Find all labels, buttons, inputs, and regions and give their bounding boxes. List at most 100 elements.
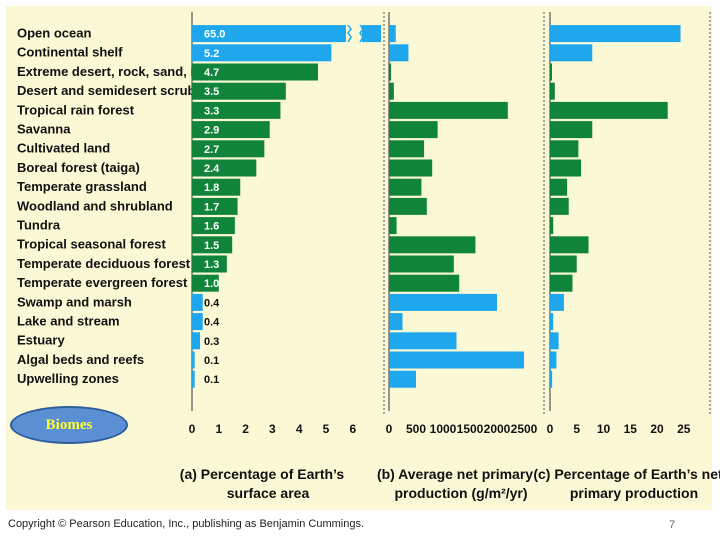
x-tick-label: 2	[242, 422, 249, 436]
data-label: 0.4	[204, 297, 220, 309]
x-tick-label: 15	[624, 422, 638, 436]
category-label: Algal beds and reefs	[17, 352, 144, 367]
bar	[192, 255, 227, 273]
bar	[192, 25, 346, 43]
bar	[550, 159, 582, 177]
biomes-badge-label: Biomes	[45, 416, 93, 433]
bar	[192, 178, 241, 196]
panel-title: (c) Percentage of Earth’s net primary pro…	[533, 466, 720, 501]
category-label: Estuary	[17, 333, 65, 348]
x-tick-label: 1000	[430, 422, 457, 436]
axis-break-mark	[347, 24, 352, 43]
bar	[389, 178, 422, 196]
bar	[550, 351, 557, 369]
category-label: Tropical seasonal forest	[17, 237, 167, 252]
bar	[550, 236, 589, 254]
bar	[192, 197, 238, 215]
data-label: 2.4	[204, 163, 220, 175]
bar	[389, 82, 394, 100]
panel-title-line: production (g/m²/yr)	[395, 485, 528, 501]
bar	[389, 25, 396, 43]
panel-title-line: primary production	[570, 485, 698, 501]
biomes-badge: Biomes	[10, 406, 128, 444]
data-label: 1.7	[204, 201, 219, 213]
category-label: Extreme desert, rock, sand, ice	[17, 64, 208, 79]
data-label: 1.6	[204, 221, 219, 233]
category-label: Savanna	[17, 122, 71, 137]
bar	[550, 121, 593, 139]
bar	[389, 63, 391, 81]
x-tick-label: 0	[386, 422, 393, 436]
x-tick-label: 5	[573, 422, 580, 436]
bar	[550, 63, 552, 81]
bar	[192, 332, 201, 350]
category-label: Boreal forest (taiga)	[17, 160, 140, 175]
bar	[389, 101, 508, 119]
bar	[389, 351, 524, 369]
bar	[389, 236, 476, 254]
category-label: Woodland and shrubland	[17, 198, 173, 213]
data-label: 1.8	[204, 182, 219, 194]
bar	[550, 140, 579, 158]
x-tick-label: 10	[597, 422, 611, 436]
category-label: Tropical rain forest	[17, 102, 135, 117]
data-label: 5.2	[204, 48, 219, 60]
x-tick-label: 6	[349, 422, 356, 436]
category-label: Temperate grassland	[17, 179, 147, 194]
x-tick-label: 0	[547, 422, 554, 436]
bar	[389, 313, 403, 331]
bar-tail	[362, 25, 381, 43]
panel-title-line: surface area	[227, 485, 310, 501]
bar	[192, 63, 318, 81]
x-tick-label: 1	[215, 422, 222, 436]
bar	[192, 313, 203, 331]
page-number: 7	[669, 519, 676, 531]
axis-break-mark	[359, 24, 364, 43]
bar	[550, 44, 593, 62]
category-label: Temperate deciduous forest	[17, 256, 191, 271]
category-label: Desert and semidesert scrub	[17, 83, 196, 98]
bar	[389, 293, 497, 311]
x-tick-label: 2500	[511, 422, 538, 436]
data-label: 1.5	[204, 240, 219, 252]
data-label: 1.0	[204, 278, 219, 290]
bar	[192, 140, 265, 158]
bar	[192, 44, 332, 62]
bar	[550, 274, 573, 292]
category-label: Swamp and marsh	[17, 294, 132, 309]
data-label: 4.7	[204, 67, 219, 79]
bar	[550, 313, 554, 331]
x-tick-label: 3	[269, 422, 276, 436]
x-tick-label: 5	[323, 422, 330, 436]
bar	[550, 25, 681, 43]
category-label: Tundra	[17, 218, 61, 233]
bar	[389, 255, 454, 273]
bar	[192, 159, 257, 177]
x-tick-label: 500	[406, 422, 426, 436]
bar	[550, 197, 569, 215]
x-tick-label: 1500	[457, 422, 484, 436]
x-tick-label: 4	[296, 422, 303, 436]
bar	[550, 255, 577, 273]
bar	[192, 351, 195, 369]
category-label: Cultivated land	[17, 141, 110, 156]
panel-title-line: (b) Average net primary	[377, 466, 533, 482]
bar	[550, 332, 559, 350]
bar	[192, 293, 203, 311]
bar	[192, 82, 286, 100]
bar	[389, 217, 397, 235]
bar	[192, 217, 235, 235]
data-label: 0.1	[204, 355, 219, 367]
bar	[192, 370, 195, 388]
bar	[550, 370, 553, 388]
bar	[389, 274, 460, 292]
data-label: 2.9	[204, 125, 219, 137]
bar	[192, 101, 281, 119]
bar	[389, 121, 438, 139]
bar	[192, 274, 219, 292]
data-label: 0.3	[204, 336, 219, 348]
x-tick-label: 0	[189, 422, 196, 436]
data-label: 3.3	[204, 105, 219, 117]
data-label: 1.3	[204, 259, 219, 271]
